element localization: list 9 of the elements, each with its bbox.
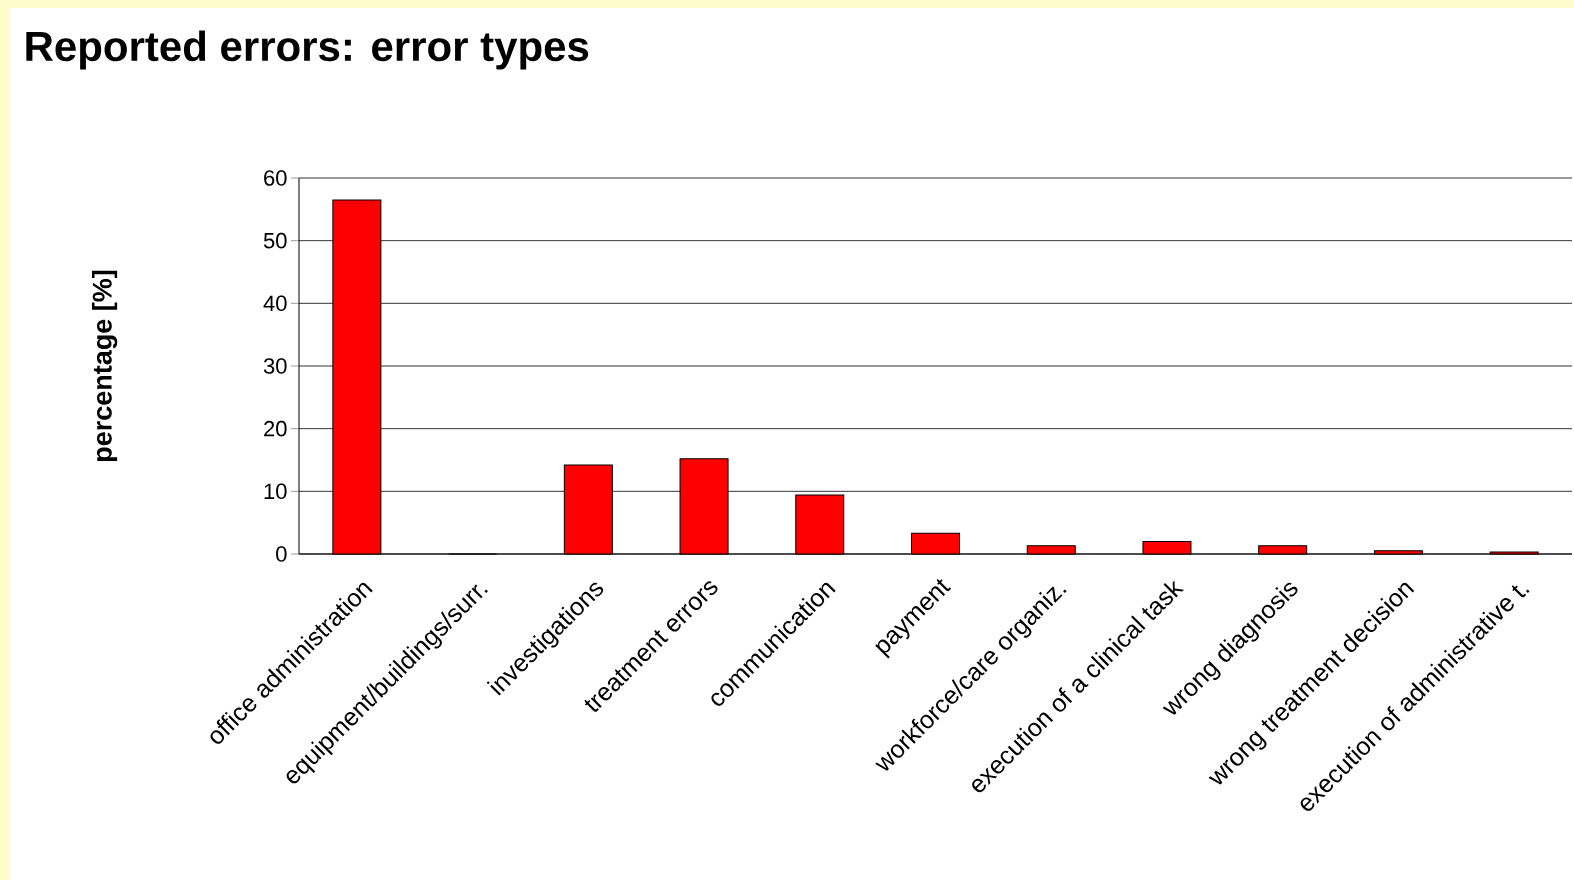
y-tick-label: 50 — [263, 232, 287, 249]
y-tick-label: 10 — [264, 483, 287, 500]
chart-title: Reported errors: error types — [26, 30, 589, 70]
y-tick-label: 0 — [276, 546, 287, 562]
y-tick-label: 40 — [263, 295, 287, 312]
y-tick-label: 20 — [264, 420, 287, 437]
y-tick-label: 30 — [263, 358, 287, 374]
y-tick-label: 60 — [264, 170, 287, 186]
y-axis-title: percentage [%] — [91, 270, 118, 461]
